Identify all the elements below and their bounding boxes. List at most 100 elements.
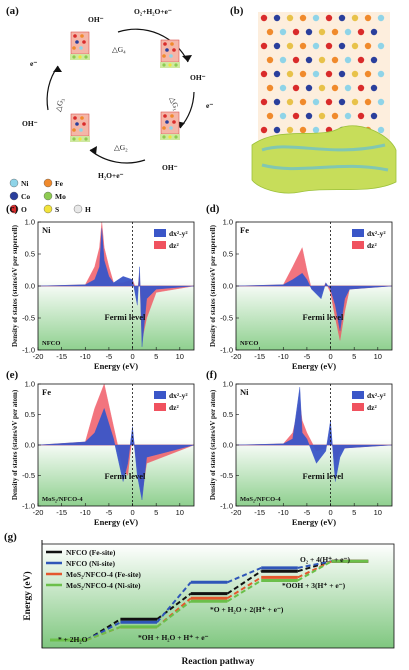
energy-connector (156, 597, 192, 628)
dos-legend-label: dx²-y² (169, 391, 188, 400)
step-h2o: H₂O+e⁻ (98, 171, 124, 180)
catalyst-structure-icon (70, 113, 90, 142)
x-tick-label: -5 (106, 352, 113, 361)
dos-legend-swatch (154, 229, 166, 237)
dos-legend-swatch (352, 403, 364, 411)
atom (331, 28, 339, 36)
x-tick-label: 10 (176, 352, 184, 361)
atom (357, 28, 365, 36)
dos-legend-label: dz² (367, 403, 378, 412)
atom (331, 112, 339, 120)
atom (351, 14, 359, 22)
legend-swatch (43, 191, 53, 201)
atom (344, 28, 352, 36)
legend-label: Fe (55, 179, 64, 188)
sample-label: NFCO (42, 340, 60, 347)
legend-label: NFCO (Fe-site) (66, 548, 116, 557)
y-tick-label: 1.0 (223, 380, 233, 389)
atom (364, 42, 372, 50)
catalyst-structure-icon (160, 39, 180, 68)
atom (318, 112, 326, 120)
atom (305, 84, 313, 92)
atom (260, 98, 268, 106)
species-label: *O + H₂O + 2(H⁺ + e⁻) (210, 605, 284, 614)
legend-label: Mo (55, 192, 66, 201)
legend-label: H (85, 205, 91, 214)
x-tick-label: -20 (33, 352, 44, 361)
element-label: Fe (42, 387, 51, 397)
atom (364, 70, 372, 78)
atom (377, 14, 385, 22)
x-tick-label: 5 (154, 352, 158, 361)
step-oh-1: OH⁻ (88, 15, 104, 24)
atom (279, 84, 287, 92)
step-o2: O₂+H₂O+e⁻ (134, 7, 172, 16)
energy-connector (297, 560, 332, 573)
species-label: O₂ + 4(H⁺ + e⁻) (300, 555, 350, 564)
step-oh-2: OH⁻ (190, 73, 206, 82)
atom (331, 56, 339, 64)
atom (292, 84, 300, 92)
atom (351, 98, 359, 106)
panel-a: (a) OH⁻ O₂+H₂O+e⁻ OH⁻ e⁻ OH⁻ H₂O+e⁻ OH⁻ … (6, 5, 213, 214)
panel-letter: (e) (6, 369, 19, 381)
dos-legend-label: dx²-y² (367, 391, 386, 400)
legend-swatch (9, 204, 19, 214)
atom (312, 98, 320, 106)
dos-legend-swatch (352, 229, 364, 237)
atom (299, 126, 307, 134)
atom (305, 56, 313, 64)
atom (312, 14, 320, 22)
y-tick-label: 0.5 (223, 410, 233, 419)
sample-label: NFCO (240, 340, 258, 347)
atom (286, 14, 294, 22)
x-axis-label: Reaction pathway (181, 657, 254, 667)
catalyst-structure-icon (160, 111, 180, 140)
y-tick-label: -1.0 (22, 502, 35, 511)
dos-series-dx2y2 (235, 387, 393, 482)
atom (273, 14, 281, 22)
legend-swatch (73, 204, 83, 214)
x-tick-label: 0 (328, 508, 332, 517)
y-tick-label: 0.0 (25, 441, 35, 450)
panel-b-label: (b) (230, 5, 244, 17)
y-tick-label: 0.0 (223, 441, 233, 450)
atom (273, 70, 281, 78)
y-axis-label: Energy (eV) (22, 571, 33, 620)
x-axis-label: Energy (eV) (292, 517, 336, 527)
atom (344, 84, 352, 92)
atom (325, 70, 333, 78)
x-tick-label: -15 (56, 352, 67, 361)
y-tick-label: 0.0 (223, 282, 233, 291)
dos-legend-label: dz² (367, 241, 378, 250)
x-tick-label: -15 (254, 508, 265, 517)
dos-panel-f: 1.0 0.5 0.0 -0.5 -1.0-20 -15 -10 -5 0 5 10 Energy (… (206, 369, 393, 527)
y-tick-label: -0.5 (220, 471, 233, 480)
panel-letter: (f) (206, 369, 217, 381)
energy-connector (156, 600, 192, 628)
dos-panel-c: 1.0 0.5 0.0 -0.5 -1.0-20 -15 -10 -5 0 5 10 Energy (… (6, 203, 195, 371)
atom (286, 42, 294, 50)
atom (370, 112, 378, 120)
atom (351, 70, 359, 78)
atom (377, 126, 385, 134)
atom (325, 14, 333, 22)
y-tick-label: 0.0 (25, 282, 35, 291)
x-tick-label: 5 (352, 352, 356, 361)
atom (312, 70, 320, 78)
y-tick-label: 0.5 (25, 250, 35, 259)
atom (344, 112, 352, 120)
arrowhead-4 (53, 66, 62, 72)
x-tick-label: -5 (304, 352, 311, 361)
y-tick-label: -1.0 (22, 346, 35, 355)
x-tick-label: 10 (176, 508, 184, 517)
atom (338, 42, 346, 50)
x-tick-label: 0 (328, 352, 332, 361)
x-tick-label: 5 (352, 508, 356, 517)
atom (279, 56, 287, 64)
legend-label: S (55, 205, 59, 214)
charge-density-structure-icon (251, 12, 397, 194)
atom (273, 42, 281, 50)
atom (305, 28, 313, 36)
x-tick-label: -20 (33, 508, 44, 517)
